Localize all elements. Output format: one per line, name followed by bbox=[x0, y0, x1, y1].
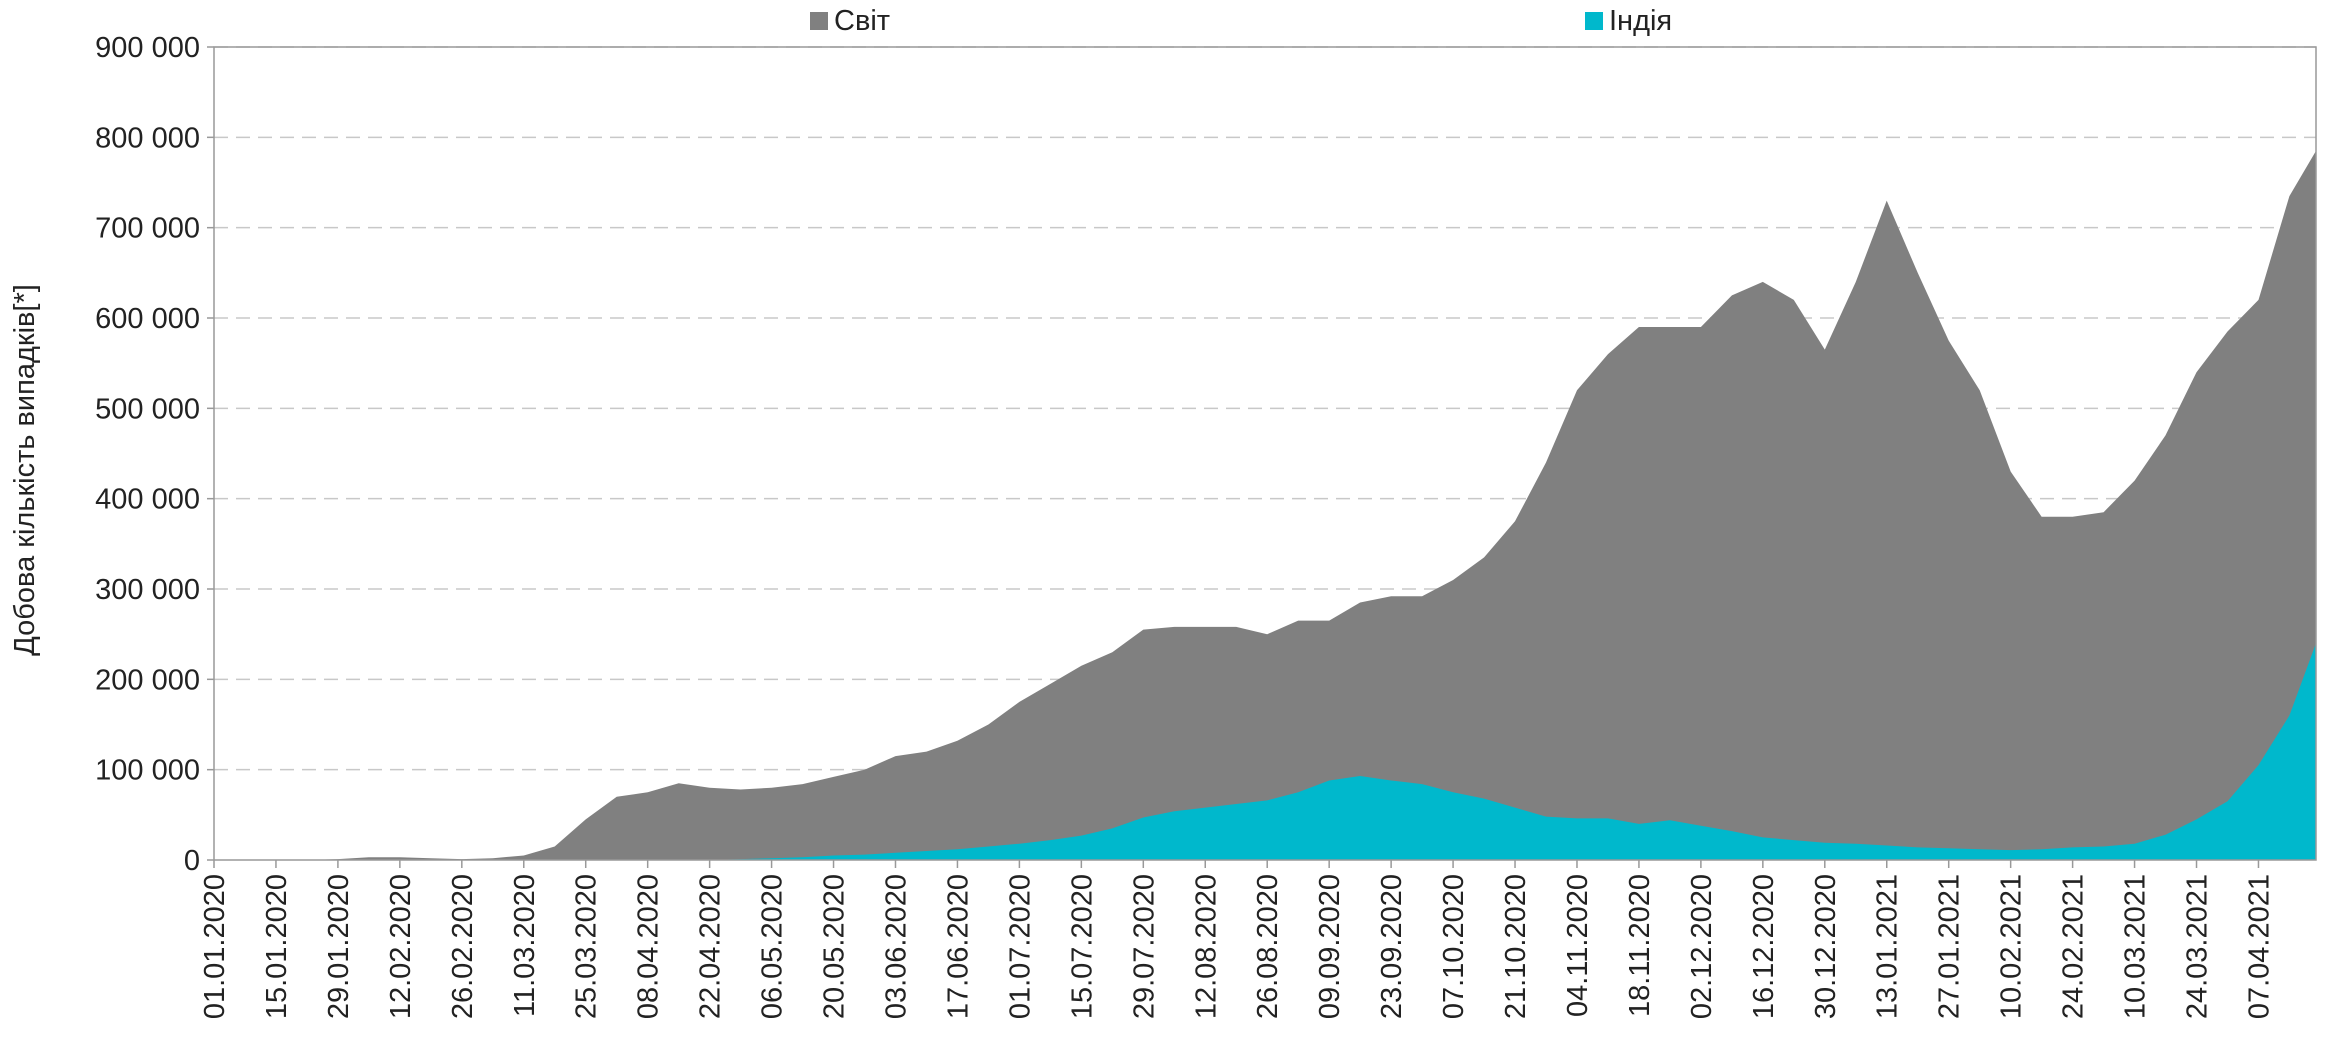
x-tick-label: 07.10.2020 bbox=[1438, 874, 1470, 1019]
x-tick-label: 24.03.2021 bbox=[2182, 874, 2214, 1019]
x-tick-label: 18.11.2020 bbox=[1624, 874, 1656, 1017]
y-tick-label: 800 000 bbox=[95, 122, 200, 154]
legend-label: Індія bbox=[1609, 5, 1672, 37]
x-tick-label: 11.03.2020 bbox=[509, 874, 541, 1017]
x-tick-label: 15.01.2020 bbox=[261, 874, 293, 1019]
y-tick-label: 100 000 bbox=[95, 755, 200, 787]
area bbox=[214, 150, 2316, 860]
y-tick-label: 400 000 bbox=[95, 484, 200, 516]
x-tick-label: 17.06.2020 bbox=[942, 874, 974, 1019]
x-tick-label: 25.03.2020 bbox=[571, 874, 603, 1019]
x-tick-label: 02.12.2020 bbox=[1686, 874, 1718, 1019]
x-tick-label: 03.06.2020 bbox=[880, 874, 912, 1019]
x-tick-label: 27.01.2021 bbox=[1934, 874, 1966, 1019]
y-tick-label: 200 000 bbox=[95, 664, 200, 696]
x-tick-label: 01.07.2020 bbox=[1004, 874, 1036, 1019]
legend-swatch bbox=[810, 12, 828, 30]
x-tick-label: 06.05.2020 bbox=[757, 874, 789, 1019]
x-tick-label: 13.01.2021 bbox=[1872, 874, 1904, 1019]
y-tick-label: 900 000 bbox=[95, 32, 200, 64]
x-tick-label: 29.07.2020 bbox=[1128, 874, 1160, 1019]
x-tick-label: 24.02.2021 bbox=[2058, 874, 2090, 1019]
x-tick-label: 12.02.2020 bbox=[385, 874, 417, 1019]
x-tick-label: 21.10.2020 bbox=[1500, 874, 1532, 1019]
x-tick-label: 04.11.2020 bbox=[1562, 874, 1594, 1017]
y-tick-label: 700 000 bbox=[95, 213, 200, 245]
y-tick-label: 500 000 bbox=[95, 393, 200, 425]
x-tick-label: 07.04.2021 bbox=[2243, 874, 2275, 1019]
x-tick-label: 09.09.2020 bbox=[1314, 874, 1346, 1019]
x-tick-label: 12.08.2020 bbox=[1190, 874, 1222, 1019]
legend-label: Світ bbox=[834, 5, 890, 37]
x-tick-label: 29.01.2020 bbox=[323, 874, 355, 1019]
x-tick-label: 23.09.2020 bbox=[1376, 874, 1408, 1019]
y-tick-label: 0 bbox=[184, 845, 200, 877]
x-tick-label: 10.03.2021 bbox=[2120, 874, 2152, 1019]
x-tick-label: 16.12.2020 bbox=[1748, 874, 1780, 1019]
legend-swatch bbox=[1585, 12, 1603, 30]
y-tick-label: 600 000 bbox=[95, 303, 200, 335]
x-tick-label: 30.12.2020 bbox=[1810, 874, 1842, 1019]
area bbox=[214, 643, 2316, 860]
y-axis-label: Добова кількість випадків[*] bbox=[9, 284, 41, 656]
x-tick-label: 26.02.2020 bbox=[447, 874, 479, 1019]
plot-frame bbox=[213, 46, 2317, 861]
x-tick-label: 15.07.2020 bbox=[1066, 874, 1098, 1019]
x-tick-label: 20.05.2020 bbox=[819, 874, 851, 1019]
x-tick-label: 26.08.2020 bbox=[1252, 874, 1284, 1019]
y-tick-label: 300 000 bbox=[95, 574, 200, 606]
x-tick-label: 22.04.2020 bbox=[695, 874, 727, 1019]
x-tick-label: 10.02.2021 bbox=[1996, 874, 2028, 1019]
x-tick-label: 01.01.2020 bbox=[199, 874, 231, 1019]
x-tick-label: 08.04.2020 bbox=[633, 874, 665, 1019]
